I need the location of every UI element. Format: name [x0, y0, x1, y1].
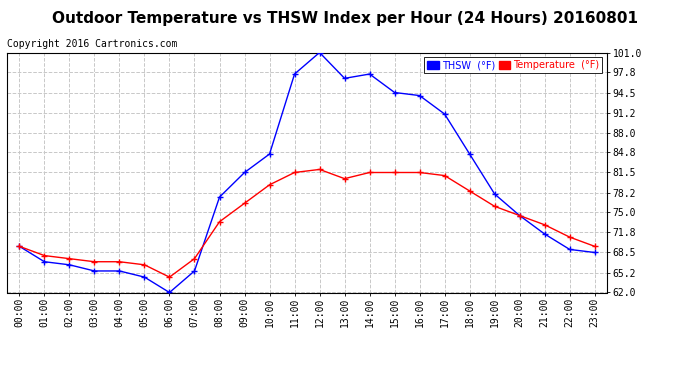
Text: Copyright 2016 Cartronics.com: Copyright 2016 Cartronics.com [7, 39, 177, 50]
Text: Outdoor Temperature vs THSW Index per Hour (24 Hours) 20160801: Outdoor Temperature vs THSW Index per Ho… [52, 11, 638, 26]
Legend: THSW  (°F), Temperature  (°F): THSW (°F), Temperature (°F) [424, 57, 602, 73]
